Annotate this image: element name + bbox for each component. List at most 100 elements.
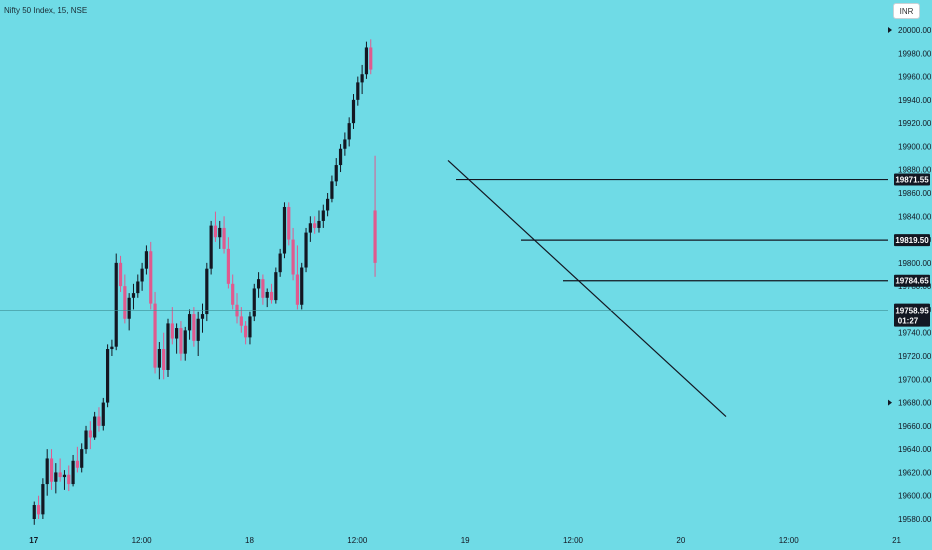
candle-body <box>45 458 49 485</box>
price-tick-label: 19900.00 <box>898 142 932 151</box>
candle <box>261 274 265 305</box>
candle-body <box>373 210 377 263</box>
candle-body <box>118 262 123 287</box>
candle-body <box>127 297 131 319</box>
candle <box>300 262 304 310</box>
candle <box>360 64 364 95</box>
candle <box>369 39 373 75</box>
price-tick-label: 20000.00 <box>898 26 932 35</box>
candle <box>287 202 291 246</box>
candle-body <box>334 165 338 182</box>
candle-body <box>209 225 213 269</box>
price-tick-label: 19740.00 <box>898 329 932 338</box>
time-tick-label: 12:00 <box>347 536 368 545</box>
candle <box>334 158 338 187</box>
candle <box>317 210 321 233</box>
candle-body <box>136 281 140 294</box>
candle-body <box>84 430 88 450</box>
candle-body <box>54 472 58 482</box>
price-tick-label: 19720.00 <box>898 352 932 361</box>
candle <box>49 449 54 490</box>
candle-body <box>67 474 71 485</box>
candle-body <box>123 286 127 319</box>
candle-body <box>183 330 187 354</box>
candle-body <box>282 206 287 254</box>
candle-body <box>226 248 230 284</box>
candle <box>118 255 123 292</box>
candle-body <box>80 449 84 468</box>
candle <box>256 272 261 298</box>
candle-body <box>170 323 174 339</box>
price-tick-label: 19600.00 <box>898 492 932 501</box>
candle <box>101 397 105 431</box>
price-tick-label: 19940.00 <box>898 96 932 105</box>
candle <box>192 307 196 347</box>
candle <box>149 241 153 310</box>
candle-body <box>32 505 36 519</box>
candle <box>338 144 343 173</box>
candle <box>45 449 49 496</box>
candle <box>58 458 62 482</box>
candle <box>170 307 174 345</box>
candle <box>265 288 269 308</box>
candle <box>313 216 317 234</box>
candle <box>123 274 127 324</box>
candle-body <box>351 99 356 124</box>
candle-body <box>265 291 269 298</box>
candle <box>235 293 239 324</box>
candle-body <box>110 346 114 350</box>
trend-line <box>447 159 727 417</box>
candle-body <box>75 460 79 468</box>
candle <box>67 465 71 492</box>
candle-body <box>157 349 161 368</box>
candle <box>166 318 170 377</box>
candle-body <box>218 227 222 238</box>
time-tick-label: 12:00 <box>132 536 153 545</box>
candle-body <box>62 474 67 478</box>
candle-body <box>205 268 209 315</box>
candle-body <box>213 225 218 238</box>
candle <box>252 283 256 322</box>
candle-body <box>321 210 325 221</box>
price-tick-label: 19920.00 <box>898 119 932 128</box>
candle-body <box>71 460 75 485</box>
price-tick-label: 19980.00 <box>898 49 932 58</box>
candle-body <box>317 220 321 228</box>
candle <box>209 220 213 275</box>
candle <box>88 421 92 450</box>
currency-button[interactable]: INR <box>893 3 920 19</box>
candle <box>84 425 88 454</box>
level-price-text: 19784.65 <box>895 277 929 286</box>
candle-body <box>356 82 360 100</box>
level-price-text: 19819.50 <box>895 236 929 245</box>
candle-body <box>175 328 179 339</box>
candle <box>54 463 58 494</box>
price-tick-label: 19960.00 <box>898 73 932 82</box>
candle <box>351 94 356 129</box>
candle-body <box>308 223 312 233</box>
candle <box>196 311 200 356</box>
time-axis: 1712:001812:001912:002012:002112:002412:… <box>29 536 901 545</box>
price-tick-label: 19840.00 <box>898 212 932 221</box>
candle <box>41 478 45 519</box>
candles-layer <box>32 39 377 525</box>
candle-body <box>144 251 149 269</box>
axis-marker-icon <box>888 399 892 406</box>
current-price-badge <box>894 303 930 327</box>
candle <box>326 193 330 217</box>
candle-body <box>200 314 205 319</box>
candle <box>127 293 131 331</box>
candle-body <box>105 349 110 403</box>
candle <box>75 446 79 473</box>
candle-body <box>187 314 192 331</box>
candle-body <box>295 274 300 305</box>
time-tick-label: 18 <box>245 536 254 545</box>
candle <box>231 274 235 310</box>
candle-body <box>313 223 317 228</box>
candle-body <box>97 416 101 426</box>
candle-body <box>231 283 235 305</box>
candle <box>282 202 287 259</box>
candle-body <box>192 314 196 341</box>
